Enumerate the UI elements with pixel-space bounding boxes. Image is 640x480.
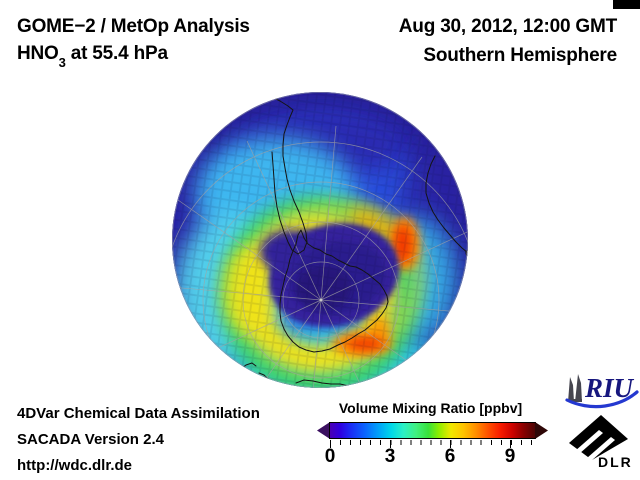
colorbar-gradient — [329, 422, 536, 439]
hemisphere-map — [172, 92, 468, 388]
map-limb-edge — [172, 92, 468, 388]
colorbar-minor-ticks — [330, 440, 532, 445]
colorbar-tick-labels: 0 3 6 9 — [313, 446, 548, 467]
version-label: SACADA Version 2.4 — [17, 431, 164, 448]
url-label: http://wdc.dlr.de — [17, 457, 132, 474]
analysis-title: GOME−2 / MetOp Analysis — [17, 16, 250, 37]
mixing-ratio-field — [172, 92, 468, 388]
colorbar-tick-9: 9 — [504, 446, 516, 467]
colorbar-major-tick — [510, 440, 511, 448]
coast-africa — [425, 155, 468, 257]
colorbar-major-tick — [450, 440, 451, 448]
datetime-label: Aug 30, 2012, 12:00 GMT — [398, 16, 617, 37]
coast-australia — [295, 379, 385, 388]
colorbar-tick-6: 6 — [444, 446, 456, 467]
coast-island — [465, 248, 468, 258]
dlr-arrow-icon — [569, 415, 628, 461]
corner-mark — [613, 0, 640, 9]
species-formula: HNO — [17, 43, 59, 64]
riu-logo-text: RIU — [584, 373, 635, 403]
hexbin-texture — [172, 92, 468, 388]
colorbar-major-tick — [330, 440, 331, 448]
colorbar — [317, 422, 548, 439]
dlr-logo-text: DLR — [598, 454, 633, 470]
coast-antarctica — [279, 229, 389, 353]
colorbar-title: Volume Mixing Ratio [ppbv] — [338, 400, 523, 416]
cathedral-icon — [568, 374, 582, 402]
dlr-logo: DLR — [569, 415, 633, 470]
species-subscript: 3 — [58, 54, 66, 70]
colorbar-tick-3: 3 — [384, 446, 396, 467]
riu-swoosh — [565, 390, 639, 409]
pole-point — [319, 298, 323, 302]
species-level-title: HNO3 at 55.4 hPa — [17, 43, 168, 70]
graticule — [172, 125, 468, 388]
hemisphere-label: Southern Hemisphere — [423, 45, 617, 66]
colorbar-major-tick — [390, 440, 391, 448]
colorbar-overflow-arrow — [535, 422, 548, 439]
assimilation-label: 4DVar Chemical Data Assimilation — [17, 405, 260, 422]
riu-logo: RIU — [565, 373, 639, 409]
colorbar-tick-0: 0 — [324, 446, 336, 467]
pressure-level: at 55.4 hPa — [65, 43, 168, 64]
